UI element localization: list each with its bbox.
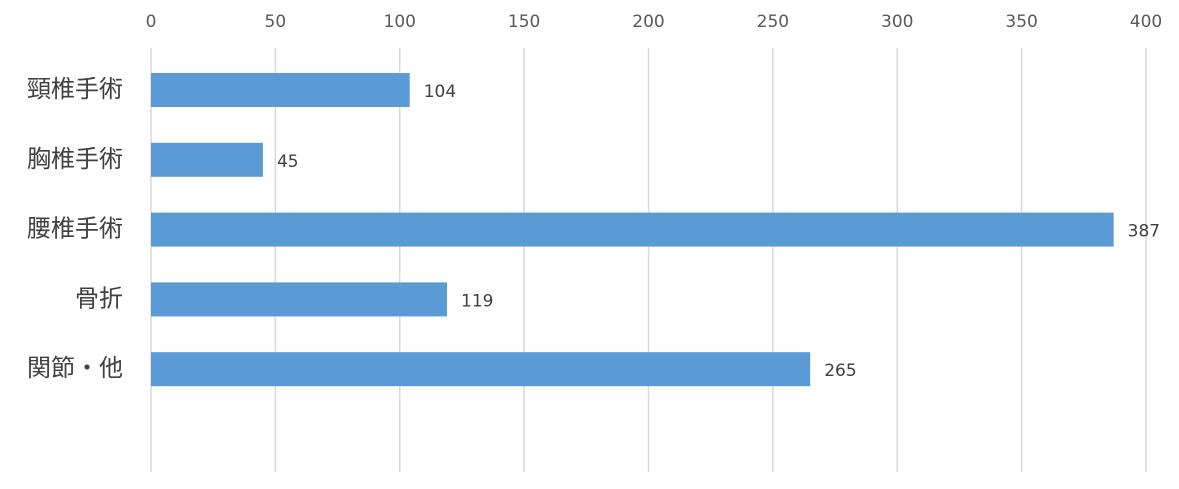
x-tick-label: 350: [1005, 12, 1037, 32]
y-tick-label: 胸椎手術: [27, 145, 123, 173]
data-label: 387: [1128, 222, 1160, 242]
bar: [151, 142, 263, 177]
bar: [151, 282, 448, 317]
x-tick-label: 100: [384, 12, 416, 32]
y-tick-label: 骨折: [75, 284, 123, 312]
data-label: 104: [424, 82, 456, 102]
data-label: 45: [277, 152, 299, 172]
bar: [151, 73, 410, 107]
data-label: 265: [824, 361, 856, 381]
x-tick-label: 200: [632, 12, 664, 32]
y-tick-label: 関節・他: [27, 354, 123, 382]
bar: [151, 352, 811, 387]
x-tick-label: 50: [265, 12, 287, 32]
x-tick-label: 400: [1130, 12, 1162, 32]
data-label: 119: [461, 291, 493, 311]
x-tick-label: 300: [881, 12, 913, 32]
x-tick-label: 0: [146, 12, 157, 32]
y-tick-label: 頸椎手術: [27, 75, 123, 103]
bar: [151, 212, 1114, 247]
y-tick-label: 腰椎手術: [27, 215, 123, 243]
x-tick-label: 150: [508, 12, 540, 32]
x-tick-label: 250: [757, 12, 789, 32]
